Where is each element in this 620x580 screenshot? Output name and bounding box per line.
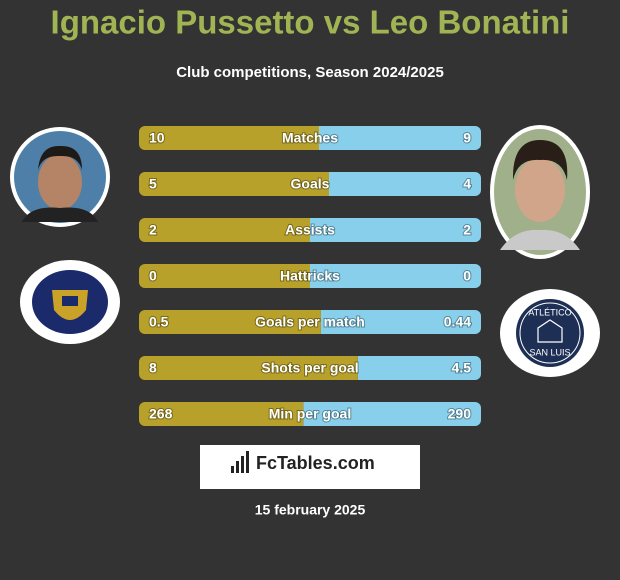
- right-bar: [310, 264, 481, 288]
- left-bar: [139, 172, 329, 196]
- right-bar: [303, 402, 481, 426]
- left-value: 0.5: [149, 314, 169, 330]
- right-bar: [329, 172, 481, 196]
- stat-label: Shots per goal: [261, 360, 358, 376]
- right-value: 4: [463, 176, 471, 192]
- club-logo-text: ATLÉTICO: [528, 307, 571, 317]
- left-bar: [139, 402, 304, 426]
- subtitle: Club competitions, Season 2024/2025: [176, 64, 444, 81]
- left-bar: [139, 356, 358, 380]
- right-player-photo: [490, 125, 590, 259]
- right-value: 290: [448, 406, 472, 422]
- left-bar: [139, 264, 310, 288]
- left-player-photo: [10, 127, 110, 227]
- stat-row: [139, 172, 481, 196]
- stat-label: Matches: [282, 130, 338, 146]
- left-bar: [139, 126, 319, 150]
- club-logo-text: SAN LUIS: [529, 347, 570, 357]
- stat-label: Min per goal: [269, 406, 351, 422]
- right-bar: [310, 218, 481, 242]
- stat-row: [139, 310, 481, 334]
- left-bar: [139, 218, 310, 242]
- right-club-logo: ATLÉTICO SAN LUIS: [500, 289, 600, 377]
- right-value: 9: [463, 130, 471, 146]
- left-value: 10: [149, 130, 165, 146]
- stat-label: Goals: [291, 176, 330, 192]
- right-bar: [319, 126, 481, 150]
- stat-rows: 10 9 Matches 5 4 Goals 2 2 Assists 0 0 Hattricks 0.5…: [139, 126, 481, 426]
- stat-row: [139, 356, 481, 380]
- brand: FcTables.com: [256, 453, 375, 473]
- right-bar: [320, 310, 481, 334]
- left-value: 268: [149, 406, 173, 422]
- stat-row: [139, 126, 481, 150]
- left-club-logo: [20, 260, 120, 344]
- left-value: 5: [149, 176, 157, 192]
- title: Ignacio Pussetto vs Leo Bonatini: [51, 4, 570, 41]
- stat-label: Hattricks: [280, 268, 340, 284]
- date: 15 february 2025: [255, 502, 366, 518]
- brand-box: FcTables.com: [200, 445, 420, 489]
- stat-row: [139, 218, 481, 242]
- right-bar: [357, 356, 481, 380]
- left-value: 0: [149, 268, 157, 284]
- right-value: 0.44: [444, 314, 471, 330]
- right-value: 2: [463, 222, 471, 238]
- left-bar: [139, 310, 321, 334]
- right-value: 4.5: [452, 360, 472, 376]
- right-value: 0: [463, 268, 471, 284]
- stat-row: [139, 264, 481, 288]
- left-value: 8: [149, 360, 157, 376]
- left-value: 2: [149, 222, 157, 238]
- stat-label: Assists: [285, 222, 335, 238]
- stat-label: Goals per match: [255, 314, 365, 330]
- stat-row: [139, 402, 481, 426]
